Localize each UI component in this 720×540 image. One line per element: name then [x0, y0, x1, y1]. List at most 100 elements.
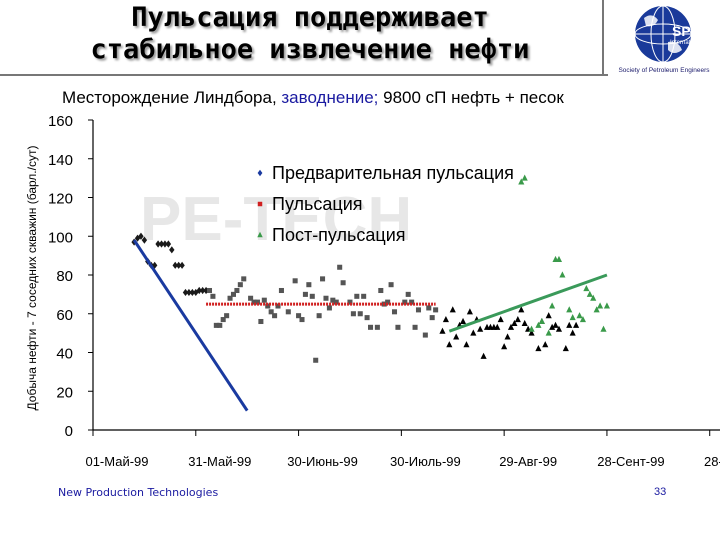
- data-point-series-3: [586, 290, 593, 297]
- y-tick-label: 0: [65, 423, 73, 440]
- data-point-series-2: [501, 343, 508, 350]
- data-point-series-3: [600, 325, 607, 332]
- data-point-series-2: [477, 325, 484, 332]
- title-divider-vertical: [602, 0, 604, 76]
- data-point-series-1: [306, 282, 312, 288]
- slide-title: Пульсация поддерживает стабильное извлеч…: [40, 2, 580, 66]
- data-point-series-1: [237, 282, 243, 288]
- data-point-series-1: [251, 299, 257, 305]
- data-point-series-2: [449, 306, 456, 313]
- data-point-series-2: [552, 321, 559, 328]
- data-point-series-2: [494, 323, 501, 330]
- logo-text: SPE: [672, 23, 700, 39]
- data-point-series-1: [254, 299, 260, 305]
- y-tick-label: 20: [56, 384, 73, 401]
- data-point-series-1: [357, 311, 363, 317]
- chart-subtitle: Месторождение Линдбора, заводнение; 9800…: [62, 88, 564, 108]
- data-point-series-2: [555, 325, 563, 332]
- data-point-series-3: [603, 302, 610, 309]
- data-point-series-1: [206, 287, 213, 294]
- data-point-series-1: [391, 309, 398, 315]
- data-point-series-3: [583, 284, 590, 292]
- data-point-series-1: [433, 307, 439, 313]
- data-point-series-2: [442, 315, 449, 323]
- data-point-series-1: [316, 313, 322, 319]
- data-point-series-2: [470, 329, 477, 336]
- data-point-series-2: [507, 323, 515, 330]
- slide-title-line1: Пульсация поддерживает: [131, 2, 489, 33]
- data-point-series-2: [569, 329, 576, 336]
- data-point-series-2: [518, 306, 525, 313]
- data-point-series-1: [368, 324, 374, 330]
- data-point-series-3: [549, 302, 556, 309]
- data-point-series-2: [573, 321, 580, 328]
- data-point-series-1: [361, 293, 367, 299]
- data-point-series-1: [285, 309, 291, 315]
- data-point-series-1: [302, 291, 308, 297]
- data-point-series-1: [299, 317, 305, 323]
- data-point-series-0: [175, 261, 182, 269]
- data-point-series-0: [182, 288, 189, 297]
- data-point-series-2: [439, 327, 446, 334]
- data-point-series-0: [172, 261, 178, 269]
- data-point-series-2: [514, 315, 521, 323]
- footer-left: New Production Technologies: [58, 486, 219, 499]
- data-point-series-1: [213, 322, 219, 328]
- data-point-series-2: [504, 333, 511, 340]
- spe-logo: SPE International Society of Petroleum E…: [618, 5, 710, 74]
- data-point-series-1: [333, 299, 339, 305]
- data-point-series-2: [453, 333, 460, 340]
- data-point-series-1: [265, 303, 271, 309]
- trend-line: [132, 239, 249, 412]
- data-point-series-1: [415, 307, 422, 313]
- data-point-series-1: [426, 305, 432, 311]
- data-point-series-1: [323, 295, 329, 301]
- data-point-series-0: [179, 261, 185, 269]
- data-point-series-1: [378, 287, 384, 294]
- data-point-series-2: [528, 329, 535, 336]
- x-tick-label: 28-Окт-99: [704, 454, 720, 469]
- data-point-series-1: [374, 324, 380, 330]
- data-point-series-1: [272, 313, 278, 319]
- data-point-series-3: [569, 314, 576, 321]
- data-point-series-1: [230, 291, 236, 297]
- data-point-series-0: [134, 234, 141, 242]
- data-point-series-0: [158, 240, 165, 248]
- page-number: 33: [654, 486, 667, 498]
- data-point-series-0: [141, 236, 148, 244]
- data-point-series-3: [538, 317, 545, 325]
- subtitle-oil: 9800 сП нефть + песок: [378, 88, 564, 107]
- legend-marker: [257, 231, 263, 238]
- legend-label: Пульсация: [272, 194, 363, 214]
- data-point-series-2: [511, 319, 518, 326]
- data-point-series-2: [459, 317, 467, 325]
- x-tick-label: 28-Сент-99: [597, 454, 664, 469]
- data-point-series-3: [579, 315, 587, 323]
- data-point-series-1: [395, 324, 401, 330]
- data-point-series-1: [268, 309, 274, 315]
- data-point-series-1: [388, 282, 394, 288]
- data-point-series-1: [412, 324, 418, 330]
- data-point-series-1: [320, 276, 326, 282]
- y-tick-label: 160: [48, 113, 73, 130]
- data-point-series-1: [409, 299, 415, 305]
- data-point-series-1: [234, 287, 240, 294]
- data-point-series-0: [138, 232, 144, 240]
- legend-marker: [257, 201, 263, 207]
- y-axis-label: Добыча нефти - 7 соседних скважин (барл.…: [25, 146, 39, 411]
- data-point-series-2: [463, 341, 470, 348]
- y-tick-label: 80: [56, 268, 73, 285]
- data-point-series-2: [566, 321, 573, 328]
- data-point-series-2: [480, 352, 487, 359]
- data-point-series-1: [224, 313, 230, 319]
- data-point-series-0: [165, 240, 172, 248]
- data-point-series-2: [545, 312, 552, 319]
- data-point-series-3: [559, 271, 566, 278]
- x-tick-label: 31-Май-99: [188, 454, 251, 469]
- watermark-text: PE-TECH: [140, 185, 412, 254]
- data-point-series-1: [326, 305, 332, 311]
- data-point-series-3: [593, 306, 600, 313]
- data-point-series-1: [261, 297, 267, 303]
- data-point-series-1: [227, 295, 233, 301]
